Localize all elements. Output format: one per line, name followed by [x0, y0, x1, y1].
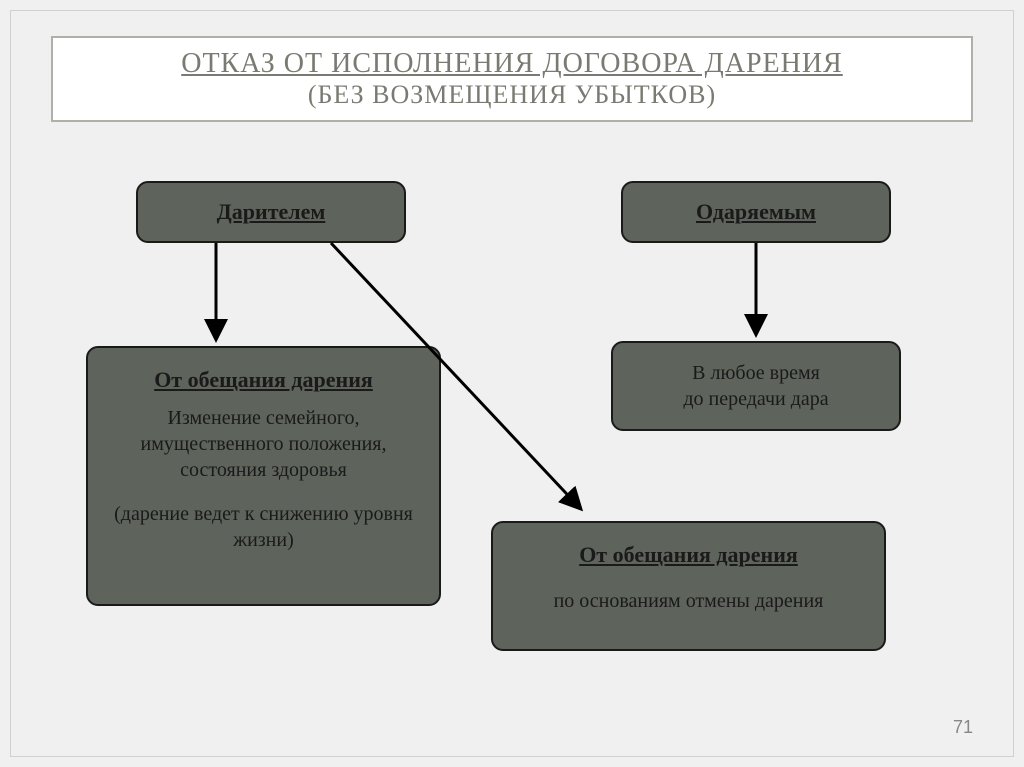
node-promise-change: От обещания дарения Изменение семейного,… — [86, 346, 441, 606]
title-main: ОТКАЗ ОТ ИСПОЛНЕНИЯ ДОГОВОРА ДАРЕНИЯ — [73, 48, 951, 80]
node-anytime: В любое время до передачи дара — [611, 341, 901, 431]
node-anytime-line2: до передачи дара — [683, 386, 828, 412]
node-anytime-line1: В любое время — [692, 360, 820, 386]
node-promise-cancel-body: по основаниям отмены дарения — [554, 588, 824, 614]
node-donor: Дарителем — [136, 181, 406, 243]
title-box: ОТКАЗ ОТ ИСПОЛНЕНИЯ ДОГОВОРА ДАРЕНИЯ (БЕ… — [51, 36, 973, 122]
node-promise-change-body1: Изменение семейного, имущественного поло… — [104, 405, 423, 483]
node-promise-cancel: От обещания дарения по основаниям отмены… — [491, 521, 886, 651]
node-donor-label: Дарителем — [217, 198, 326, 227]
node-promise-cancel-heading: От обещания дарения — [579, 541, 798, 570]
slide-frame: ОТКАЗ ОТ ИСПОЛНЕНИЯ ДОГОВОРА ДАРЕНИЯ (БЕ… — [10, 10, 1014, 757]
node-promise-change-heading: От обещания дарения — [154, 366, 373, 395]
title-subtitle: (БЕЗ ВОЗМЕЩЕНИЯ УБЫТКОВ) — [73, 80, 951, 110]
node-donee-label: Одаряемым — [696, 198, 816, 227]
page-number: 71 — [953, 717, 973, 738]
node-donee: Одаряемым — [621, 181, 891, 243]
node-promise-change-body2: (дарение ведет к снижению уровня жизни) — [104, 501, 423, 553]
